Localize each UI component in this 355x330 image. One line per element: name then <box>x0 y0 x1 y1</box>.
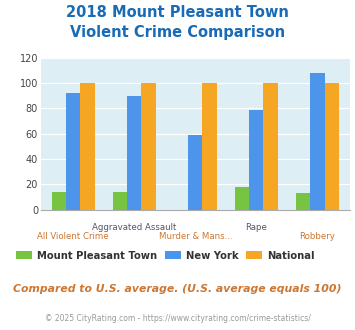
Bar <box>188 135 202 210</box>
Text: Violent Crime Comparison: Violent Crime Comparison <box>70 25 285 40</box>
Text: Compared to U.S. average. (U.S. average equals 100): Compared to U.S. average. (U.S. average … <box>13 284 342 294</box>
Bar <box>235 187 249 210</box>
Bar <box>127 96 141 210</box>
Bar <box>310 73 324 210</box>
Legend: Mount Pleasant Town, New York, National: Mount Pleasant Town, New York, National <box>16 251 315 261</box>
Bar <box>51 192 66 210</box>
Bar <box>324 83 339 210</box>
Text: © 2025 CityRating.com - https://www.cityrating.com/crime-statistics/: © 2025 CityRating.com - https://www.city… <box>45 314 310 323</box>
Bar <box>113 192 127 210</box>
Text: 2018 Mount Pleasant Town: 2018 Mount Pleasant Town <box>66 5 289 20</box>
Text: Aggravated Assault: Aggravated Assault <box>92 223 176 232</box>
Text: Rape: Rape <box>245 223 267 232</box>
Bar <box>296 193 310 210</box>
Bar <box>202 83 217 210</box>
Bar <box>263 83 278 210</box>
Bar <box>80 83 95 210</box>
Bar <box>141 83 156 210</box>
Bar <box>66 93 80 210</box>
Text: Murder & Mans...: Murder & Mans... <box>158 232 232 241</box>
Text: Robbery: Robbery <box>299 232 335 241</box>
Text: All Violent Crime: All Violent Crime <box>37 232 109 241</box>
Bar <box>249 110 263 210</box>
